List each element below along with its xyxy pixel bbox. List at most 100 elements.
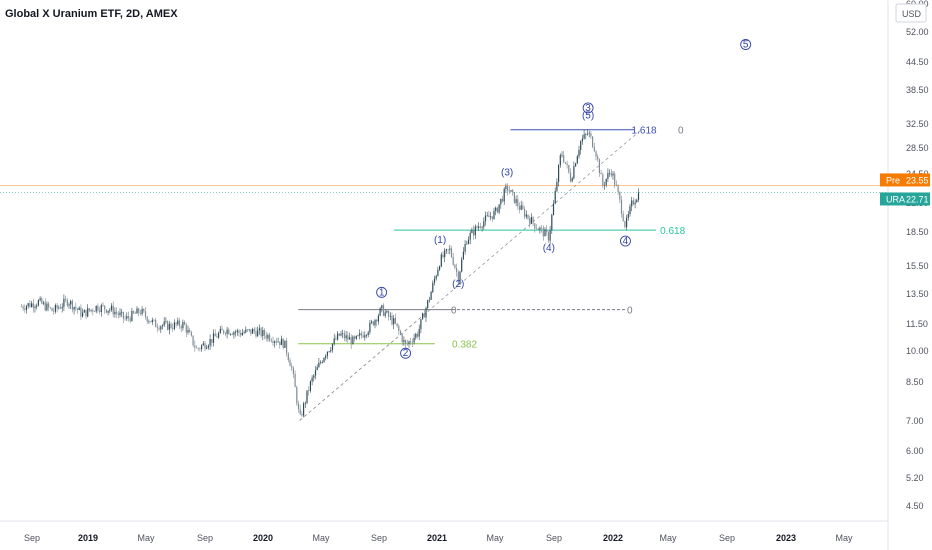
candle-body (345, 335, 347, 339)
candle-body (206, 347, 208, 349)
candle-body (267, 335, 269, 339)
wave-label[interactable]: (3) (501, 167, 513, 178)
candle-body (566, 163, 568, 166)
candle-body (25, 306, 28, 310)
candle-body (498, 204, 500, 213)
candle-body (150, 321, 152, 323)
wave-label-circle (620, 235, 631, 247)
wave-label[interactable]: (2) (452, 279, 464, 290)
candle-body (580, 141, 582, 150)
candle-body (501, 198, 504, 202)
wave-label[interactable]: (1) (434, 235, 446, 246)
x-tick-label: Sep (719, 533, 735, 543)
candle-body (114, 311, 116, 315)
candle-body (224, 333, 226, 334)
candle-body (134, 313, 136, 314)
candle-body (379, 308, 381, 316)
candle-body (389, 316, 391, 317)
candle-body (510, 190, 512, 192)
candle-body (605, 178, 607, 185)
candle-body (571, 178, 573, 182)
candle-body (478, 226, 480, 228)
candle-body (218, 333, 220, 338)
candle-body (85, 310, 87, 317)
candle-body (229, 334, 232, 335)
wave-label[interactable]: (4) (543, 243, 555, 254)
candle-body (303, 403, 305, 416)
y-tick-label: 4.50 (906, 501, 924, 511)
candle-body (568, 165, 570, 173)
candle-body (340, 333, 342, 336)
candle-body (173, 322, 175, 329)
x-tick-label: Sep (24, 533, 40, 543)
candle-body (333, 338, 335, 344)
candle-body (328, 351, 330, 352)
candle-body (199, 348, 201, 350)
candle-body (326, 351, 328, 356)
candle-body (636, 199, 638, 203)
wave-label[interactable]: 4 (623, 236, 629, 247)
candle-body (420, 319, 422, 330)
candle-body (357, 335, 359, 336)
candle-body (54, 305, 56, 312)
price-badge-value: 22.71 (906, 194, 929, 204)
candle-body (535, 228, 538, 230)
y-tick-label: 5.20 (906, 473, 924, 483)
candle-body (252, 329, 254, 334)
y-tick-label: 7.00 (906, 416, 924, 426)
fib-level-1618-label: 1.618 (632, 126, 657, 137)
candle-body (512, 190, 514, 193)
candle-body (274, 341, 276, 343)
y-tick-label: 11.50 (906, 319, 928, 329)
fib-level-0-lower-label: 0 (451, 306, 457, 317)
candle-body (158, 328, 160, 330)
candle-body (70, 300, 72, 305)
candle-body (263, 330, 266, 336)
candle-body (442, 254, 444, 258)
candle-body (248, 329, 250, 330)
candle-body (284, 340, 286, 348)
candle-body (405, 340, 407, 344)
wave-label[interactable]: 3 (585, 103, 591, 114)
trend-line[interactable] (299, 129, 642, 421)
wave-label[interactable]: (5) (582, 110, 594, 121)
wave-label[interactable]: 1 (379, 287, 385, 298)
y-tick-label: 10.00 (906, 346, 929, 356)
candle-body (394, 318, 396, 324)
candle-body (308, 390, 310, 391)
candle-body (136, 308, 138, 314)
candle-body (495, 207, 497, 211)
candle-body (202, 343, 204, 346)
wave-label[interactable]: 5 (743, 40, 749, 51)
candle-body (547, 232, 549, 241)
candle-body (292, 367, 294, 374)
candle-body (588, 133, 590, 134)
candle-body (464, 244, 466, 252)
candle-body (257, 330, 259, 337)
candle-body (71, 300, 73, 310)
wave-label[interactable]: 2 (403, 348, 409, 359)
candle-body (201, 345, 203, 349)
x-tick-label: May (835, 533, 853, 543)
candle-body (214, 333, 216, 337)
candle-body (180, 326, 182, 329)
candle-body (66, 299, 68, 306)
currency-box[interactable] (895, 3, 927, 23)
candle-body (59, 307, 62, 309)
candle-body (563, 155, 565, 163)
candle-body (607, 173, 609, 179)
candle-body (189, 330, 191, 333)
candle-body (622, 213, 624, 222)
candle-body (197, 348, 199, 349)
fib-level-0618-label: 0.618 (660, 226, 685, 237)
y-tick-label: 18.50 (906, 227, 929, 237)
candle-body (313, 375, 315, 378)
candle-body (153, 319, 155, 321)
candle-body (211, 339, 213, 343)
candle-body (537, 228, 539, 230)
candle-body (592, 136, 594, 148)
candle-body (270, 340, 272, 342)
candle-body (143, 309, 145, 312)
candle-body (182, 322, 184, 329)
